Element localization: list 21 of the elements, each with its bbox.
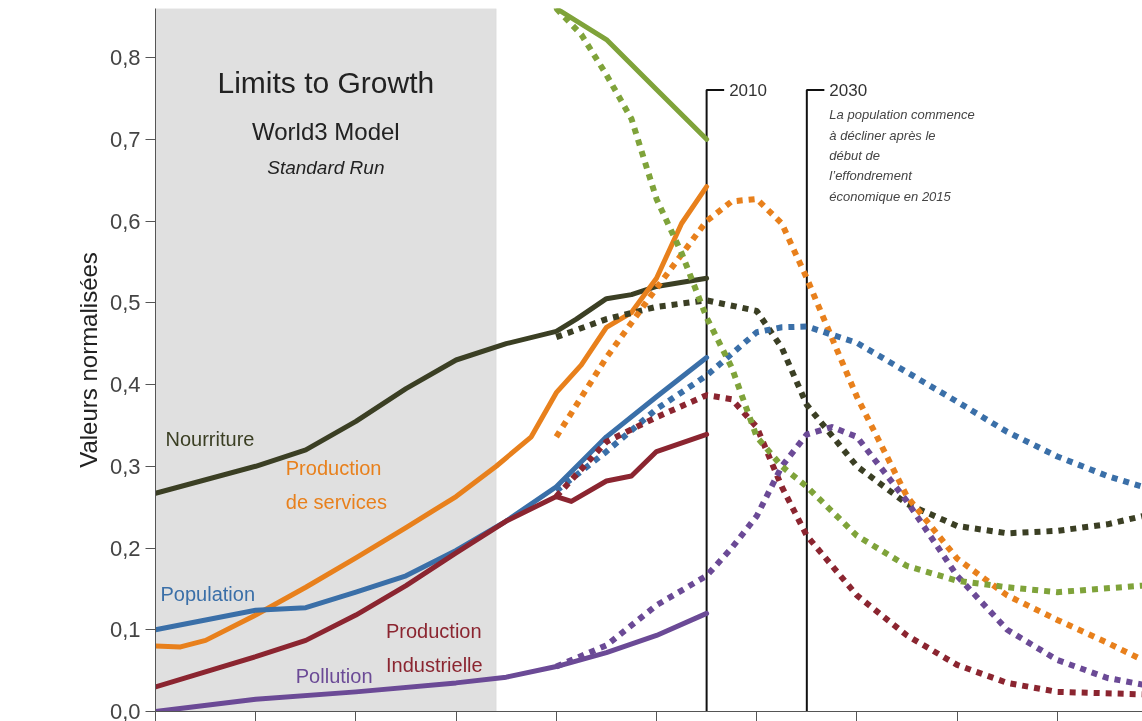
y-tick-label: 0,5 (109, 290, 141, 316)
y-tick-label: 0,1 (109, 617, 141, 643)
series-label: Production de services (285, 456, 387, 513)
annotation: La population commence à décliner après le début de l’effondrement économique en 2015 (829, 107, 975, 204)
text: Limits to Growth (217, 65, 435, 99)
annotation: Standard Run (267, 157, 385, 179)
series-label: Production Industrielle (385, 620, 483, 677)
y-tick-label: 0,8 (109, 45, 141, 71)
series-label: Population (160, 583, 256, 606)
series-label: Pollution (295, 664, 373, 687)
text: World3 Model (252, 117, 400, 145)
y-tick-label: 0,6 (109, 208, 141, 234)
ref-line-label: 2030 (829, 81, 868, 101)
y-tick-label: 0,2 (109, 535, 141, 561)
y-tick-label: 0,4 (109, 372, 141, 398)
series-label: Nourriture (165, 427, 255, 450)
y-tick-label: 0,3 (109, 453, 141, 479)
y-tick-label: 0,7 (109, 126, 141, 152)
y-tick-label: 0,0 (109, 699, 141, 721)
y-axis-title: Valeurs normalisées (74, 252, 102, 468)
ref-line-label: 2010 (729, 81, 767, 101)
